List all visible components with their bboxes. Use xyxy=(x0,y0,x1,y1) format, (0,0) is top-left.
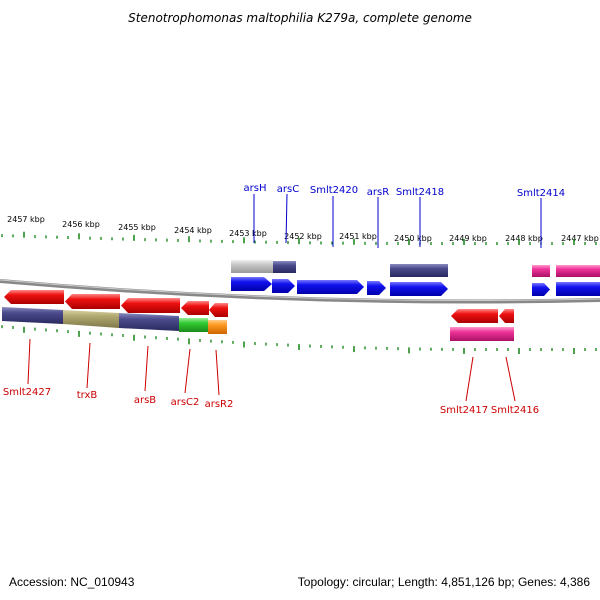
scale-label: 2454 kbp xyxy=(174,226,212,235)
gene-arrow-Smlt2427[interactable] xyxy=(4,290,64,304)
gene-label-Smlt2420[interactable]: Smlt2420 xyxy=(310,185,358,196)
forward-genes xyxy=(231,277,600,296)
gene-label-arsR[interactable]: arsR xyxy=(367,187,389,198)
feature-bar-Smlt2414[interactable] xyxy=(532,265,550,277)
bottom-gene-labels: Smlt2427 trxB arsB arsC2 arsR2 Smlt2417 … xyxy=(3,338,539,416)
top-feature-bars xyxy=(231,260,600,277)
scale-ticks-bottom xyxy=(1,325,597,354)
leader-line-Smlt2417 xyxy=(465,356,474,402)
leader-line-Smlt2416 xyxy=(505,356,516,402)
reverse-genes xyxy=(4,290,514,323)
leader-line-arsC2 xyxy=(184,348,191,394)
gene-arrow-arsC[interactable] xyxy=(272,279,295,293)
gene-label-arsH[interactable]: arsH xyxy=(244,183,267,194)
gene-arrow-arsR2[interactable] xyxy=(209,303,228,317)
feature-bar-arsB[interactable] xyxy=(119,313,179,331)
feature-bar-arsC[interactable] xyxy=(273,261,296,273)
feature-bar-arsC2[interactable] xyxy=(179,318,208,332)
leader-line-trxB xyxy=(86,342,91,389)
gene-arrow-Smlt2413[interactable] xyxy=(556,282,600,296)
gene-arrow-arsB[interactable] xyxy=(121,298,180,313)
genome-backbone xyxy=(0,279,600,304)
gene-label-Smlt2427[interactable]: Smlt2427 xyxy=(3,387,51,398)
leader-line-arsR2 xyxy=(215,349,220,396)
gene-label-Smlt2418[interactable]: Smlt2418 xyxy=(396,187,444,198)
gene-label-arsC[interactable]: arsC xyxy=(277,184,299,195)
accession-text: Accession: NC_010943 xyxy=(9,575,135,589)
scale-label: 2452 kbp xyxy=(284,232,322,241)
feature-bar-arsH[interactable] xyxy=(231,260,273,273)
leader-line-arsC xyxy=(285,193,288,244)
top-gene-labels: arsH arsC Smlt2420 arsR Smlt2418 Smlt241… xyxy=(244,183,565,248)
gene-label-arsB[interactable]: arsB xyxy=(134,395,156,406)
gene-arrow-Smlt2414[interactable] xyxy=(532,283,550,296)
scale-label: 2449 kbp xyxy=(449,234,487,243)
feature-bar-Smlt2418[interactable] xyxy=(390,264,448,277)
gene-label-arsC2[interactable]: arsC2 xyxy=(171,397,200,408)
scale-label: 2457 kbp xyxy=(7,215,45,224)
bottom-feature-bars xyxy=(2,307,514,341)
gene-arrow-Smlt2416[interactable] xyxy=(499,309,514,323)
gene-label-Smlt2417[interactable]: Smlt2417 xyxy=(440,405,488,416)
scale-label: 2451 kbp xyxy=(339,232,377,241)
gene-label-Smlt2414[interactable]: Smlt2414 xyxy=(517,188,565,199)
feature-bar-Smlt2417[interactable] xyxy=(450,327,514,341)
gene-arrow-arsH[interactable] xyxy=(231,277,272,291)
feature-bar-Smlt2427[interactable] xyxy=(2,307,63,324)
gene-label-trxB[interactable]: trxB xyxy=(77,390,98,401)
scale-label: 2447 kbp xyxy=(561,234,599,243)
gene-label-Smlt2416[interactable]: Smlt2416 xyxy=(491,405,539,416)
gene-arrow-Smlt2420[interactable] xyxy=(297,280,364,294)
scale-label: 2455 kbp xyxy=(118,223,156,232)
gene-arrow-Smlt2417[interactable] xyxy=(451,309,498,323)
gene-label-arsR2[interactable]: arsR2 xyxy=(205,399,234,410)
feature-bar-trxB[interactable] xyxy=(63,310,119,328)
feature-bar-Smlt2413[interactable] xyxy=(556,265,600,277)
genome-summary-text: Topology: circular; Length: 4,851,126 bp… xyxy=(298,575,591,589)
scale-label: 2456 kbp xyxy=(62,220,100,229)
scale-label: 2453 kbp xyxy=(229,229,267,238)
feature-bar-arsR2[interactable] xyxy=(208,320,227,334)
scale-labels: 2457 kbp 2456 kbp 2455 kbp 2454 kbp 2453… xyxy=(7,215,599,243)
gene-arrow-arsC2[interactable] xyxy=(181,301,209,315)
genome-backbone-highlight xyxy=(0,279,600,301)
gene-arrow-arsR[interactable] xyxy=(367,281,386,295)
gene-arrow-Smlt2418[interactable] xyxy=(390,282,448,296)
gene-arrow-trxB[interactable] xyxy=(65,294,120,309)
leader-line-arsB xyxy=(144,345,149,392)
scale-label: 2448 kbp xyxy=(505,234,543,243)
map-title: Stenotrophomonas maltophilia K279a, comp… xyxy=(128,11,472,25)
scale-label: 2450 kbp xyxy=(394,234,432,243)
leader-line-Smlt2427 xyxy=(27,338,31,385)
